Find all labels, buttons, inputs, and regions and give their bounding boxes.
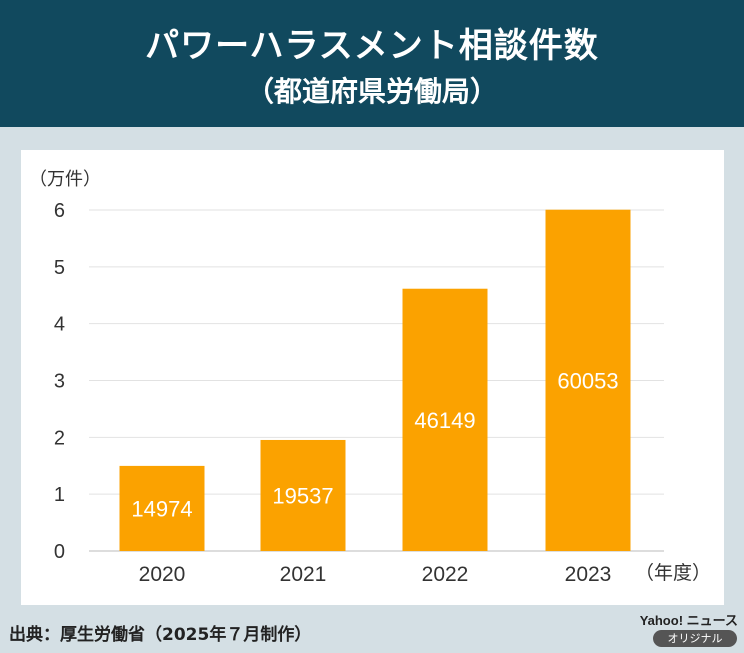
chart-panel: （万件） 0 1 2 3 4 5 6 14974 2020 19537 2021 46149 2022 60… xyxy=(21,150,724,605)
x-tick-label: 2020 xyxy=(139,563,186,586)
data-label: 60053 xyxy=(557,368,618,393)
y-tick-label: 5 xyxy=(54,257,65,279)
yahoo-news-logo: Yahoo! ニュース xyxy=(639,613,738,628)
original-badge: オリジナル xyxy=(653,630,737,647)
data-label: 19537 xyxy=(272,483,333,508)
bar-2020 xyxy=(119,465,205,551)
x-tick-label: 2021 xyxy=(280,563,327,586)
y-axis-label: （万件） xyxy=(29,169,101,190)
x-axis-label: （年度） xyxy=(635,562,711,584)
bar-2022 xyxy=(402,288,488,551)
y-tick-label: 6 xyxy=(54,200,65,222)
bar-2021 xyxy=(260,439,346,551)
header-banner: パワーハラスメント相談件数 （都道府県労働局） xyxy=(0,0,744,127)
chart-title: パワーハラスメント相談件数 xyxy=(145,26,599,66)
y-tick-label: 1 xyxy=(54,484,65,506)
y-tick-label: 2 xyxy=(54,427,65,449)
data-label: 14974 xyxy=(131,496,192,521)
bar-chart: （万件） 0 1 2 3 4 5 6 14974 2020 19537 2021 46149 2022 60… xyxy=(29,169,711,586)
x-tick-label: 2022 xyxy=(422,563,469,586)
y-tick-label: 3 xyxy=(54,371,65,393)
y-tick-label: 4 xyxy=(54,314,65,336)
x-tick-label: 2023 xyxy=(565,563,612,586)
y-tick-label: 0 xyxy=(54,541,65,563)
bar-2023 xyxy=(545,209,631,551)
source-note: 出典：厚生労働省（2025年７月制作） xyxy=(9,625,312,645)
chart-subtitle: （都道府県労働局） xyxy=(245,75,498,108)
data-label: 46149 xyxy=(414,408,475,433)
